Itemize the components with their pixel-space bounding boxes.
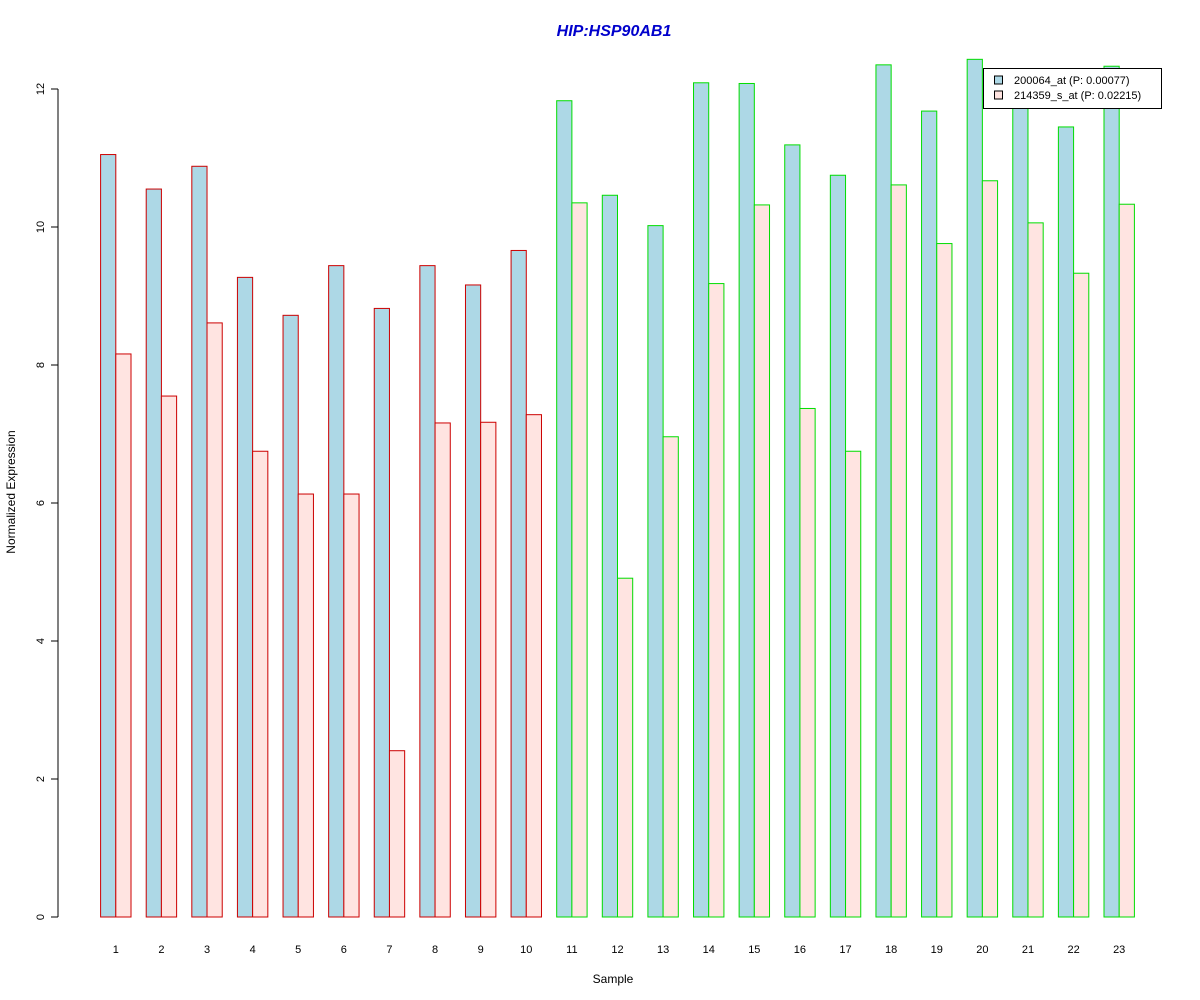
- bar: [1027, 222, 1044, 918]
- bar: [1057, 126, 1075, 918]
- bar: [145, 188, 162, 918]
- bar: [875, 64, 892, 918]
- x-tick-label: 12: [611, 944, 623, 956]
- x-tick-label: 9: [478, 944, 484, 956]
- bar: [252, 450, 269, 918]
- bar: [297, 493, 314, 918]
- x-axis-label: Sample: [593, 972, 634, 986]
- legend-entry: 200064_at (P: 0.00077): [1014, 75, 1130, 87]
- x-tick-label: 3: [204, 944, 210, 956]
- bar: [282, 314, 299, 918]
- bar: [206, 322, 223, 918]
- bar: [571, 202, 588, 918]
- bar: [921, 110, 938, 918]
- x-tick-label: 20: [976, 944, 988, 956]
- x-tick-label: 8: [432, 944, 438, 956]
- bar: [693, 82, 710, 918]
- bar: [343, 493, 360, 918]
- bar: [115, 353, 132, 918]
- bar: [1012, 107, 1029, 918]
- bar: [236, 276, 254, 918]
- y-tick-label: 10: [35, 221, 47, 233]
- y-tick-label: 8: [35, 362, 47, 368]
- x-tick-label: 1: [113, 944, 119, 956]
- bar: [556, 100, 573, 918]
- x-tick-label: 7: [386, 944, 392, 956]
- bar: [601, 194, 619, 918]
- x-tick-label: 23: [1113, 944, 1125, 956]
- bars-group: [100, 58, 1135, 918]
- bar: [419, 265, 436, 918]
- x-tick-label: 22: [1067, 944, 1079, 956]
- y-axis: 0 2 4 6 8 10 12: [35, 83, 59, 920]
- x-tick-label: 21: [1022, 944, 1034, 956]
- bar: [100, 154, 117, 918]
- y-tick-label: 0: [35, 914, 47, 920]
- bar: [434, 422, 451, 918]
- bar: [510, 249, 527, 918]
- bar: [160, 395, 178, 918]
- bar: [1103, 65, 1120, 918]
- bar: [191, 165, 208, 918]
- bar: [845, 450, 862, 918]
- bar: [936, 243, 953, 918]
- bar: [1118, 203, 1135, 918]
- x-tick-label: 10: [520, 944, 532, 956]
- bar: [966, 58, 983, 918]
- x-tick-label: 14: [703, 944, 715, 956]
- bar: [753, 204, 771, 918]
- x-tick-label: 16: [794, 944, 806, 956]
- bar: [829, 174, 847, 918]
- bar: [890, 184, 907, 918]
- x-tick-label: 17: [839, 944, 851, 956]
- legend-box: [983, 68, 1162, 109]
- bar: [373, 307, 390, 918]
- bar: [708, 283, 725, 918]
- x-tick-label: 11: [566, 944, 577, 956]
- bar: [464, 284, 482, 918]
- y-tick-label: 6: [35, 500, 47, 506]
- x-tick-label: 18: [885, 944, 897, 956]
- bar: [784, 144, 801, 918]
- legend-swatch: [994, 90, 1003, 100]
- y-tick-label: 12: [35, 83, 47, 95]
- bar: [525, 414, 542, 918]
- x-tick-label: 13: [657, 944, 669, 956]
- legend: 200064_at (P: 0.00077) 214359_s_at (P: 0.…: [983, 68, 1162, 109]
- x-tick-label: 15: [748, 944, 760, 956]
- x-tick-label: 6: [341, 944, 347, 956]
- x-tick-label: 2: [158, 944, 164, 956]
- bar: [388, 750, 406, 918]
- y-tick-label: 4: [35, 638, 47, 644]
- x-axis-ticks: 1 2 3 4 5 6 7 8 9 10 11 12 13 14 15 16 17 18 19 20 21 22 23: [113, 944, 1126, 956]
- bar: [1073, 272, 1090, 918]
- legend-swatch: [994, 75, 1003, 85]
- bar: [738, 82, 755, 918]
- y-axis-label: Normalized Expression: [4, 430, 18, 553]
- bar: [480, 421, 497, 918]
- bar: [647, 225, 664, 918]
- x-tick-label: 19: [931, 944, 943, 956]
- x-tick-label: 5: [295, 944, 301, 956]
- legend-entry: 214359_s_at (P: 0.02215): [1014, 90, 1141, 102]
- y-tick-label: 2: [35, 776, 47, 782]
- x-tick-label: 4: [250, 944, 256, 956]
- bar: [662, 436, 679, 918]
- bar: [799, 407, 816, 918]
- bar: [617, 577, 634, 918]
- bar: [328, 265, 345, 918]
- bar: [981, 180, 999, 918]
- chart-title: HIP:HSP90AB1: [557, 23, 672, 40]
